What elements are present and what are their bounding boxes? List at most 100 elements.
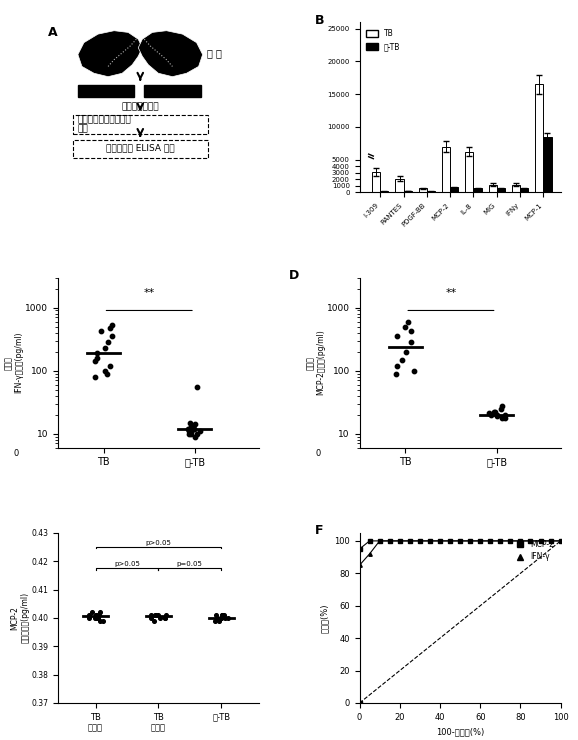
Text: F: F xyxy=(315,524,324,537)
Text: p>0.05: p>0.05 xyxy=(146,539,171,545)
IFN-γ xyxy=(507,536,514,545)
Point xyxy=(484,408,494,420)
Point xyxy=(187,425,196,437)
Point xyxy=(185,417,194,428)
MCP-2 xyxy=(386,536,393,545)
Text: 胸 水: 胸 水 xyxy=(207,48,221,58)
Point xyxy=(91,609,100,621)
Point xyxy=(402,346,411,357)
Point xyxy=(391,368,401,380)
Bar xyxy=(442,147,450,192)
IFN-γ xyxy=(386,536,393,545)
IFN-γ xyxy=(366,549,373,558)
Bar xyxy=(450,187,458,192)
Line: MCP-2: MCP-2 xyxy=(358,539,562,704)
Point xyxy=(492,408,501,420)
Point xyxy=(95,606,105,618)
Point xyxy=(99,615,108,627)
IFN-γ xyxy=(477,536,484,545)
Text: A: A xyxy=(48,26,57,38)
FancyBboxPatch shape xyxy=(73,141,208,158)
Text: 鉴定: 鉴定 xyxy=(78,124,88,133)
Point xyxy=(497,403,506,414)
Point xyxy=(90,371,99,383)
Point xyxy=(214,615,224,627)
Point xyxy=(149,615,158,627)
Point xyxy=(490,406,499,418)
Point xyxy=(87,606,97,618)
Point xyxy=(490,406,499,418)
Legend: MCP-2, IFN-γ: MCP-2, IFN-γ xyxy=(513,536,557,565)
IFN-γ xyxy=(487,536,494,545)
Text: 新型生物标记物筛选和: 新型生物标记物筛选和 xyxy=(78,115,132,124)
IFN-γ xyxy=(356,699,363,707)
Point xyxy=(410,365,419,377)
IFN-γ xyxy=(356,561,363,570)
Point xyxy=(184,425,194,437)
MCP-2 xyxy=(416,536,423,545)
Point xyxy=(90,612,99,624)
Point xyxy=(96,615,105,627)
Point xyxy=(397,354,406,366)
Point xyxy=(500,411,509,423)
Text: 0: 0 xyxy=(315,449,321,458)
IFN-γ xyxy=(517,536,524,545)
Point xyxy=(216,612,225,624)
Bar xyxy=(403,191,412,192)
Point xyxy=(187,420,196,432)
Point xyxy=(220,609,229,621)
Point xyxy=(147,612,156,624)
MCP-2 xyxy=(457,536,464,545)
Point xyxy=(84,612,93,624)
MCP-2 xyxy=(537,536,544,545)
IFN-γ xyxy=(427,536,434,545)
Point xyxy=(487,408,496,420)
Point xyxy=(191,431,200,443)
Point xyxy=(84,609,93,621)
Point xyxy=(94,612,103,624)
MCP-2 xyxy=(517,536,524,545)
Point xyxy=(406,325,416,337)
Point xyxy=(152,609,161,621)
Point xyxy=(190,423,199,434)
X-axis label: 100-特异性(%): 100-特异性(%) xyxy=(436,727,484,736)
Point xyxy=(91,609,100,621)
Point xyxy=(492,410,502,422)
MCP-2 xyxy=(497,536,504,545)
Point xyxy=(191,419,200,431)
Point xyxy=(217,609,227,621)
Point xyxy=(95,609,104,621)
Point xyxy=(223,612,232,624)
Point xyxy=(150,609,160,621)
Point xyxy=(103,368,112,380)
Point xyxy=(192,381,201,393)
Point xyxy=(92,347,102,359)
Point xyxy=(91,612,101,624)
MCP-2 xyxy=(477,536,484,545)
Point xyxy=(392,360,402,371)
Point xyxy=(185,428,194,440)
MCP-2 xyxy=(356,545,363,554)
Point xyxy=(189,423,198,434)
Point xyxy=(216,612,225,624)
Bar xyxy=(372,172,380,192)
Point xyxy=(153,609,162,621)
Line: IFN-γ: IFN-γ xyxy=(358,539,562,704)
Y-axis label: 胸水中
MCP-2的浓度(pg/ml): 胸水中 MCP-2的浓度(pg/ml) xyxy=(306,330,325,395)
Text: **: ** xyxy=(445,288,457,297)
MCP-2 xyxy=(366,536,373,545)
IFN-γ xyxy=(406,536,413,545)
Point xyxy=(101,342,110,354)
Polygon shape xyxy=(138,30,203,77)
IFN-γ xyxy=(457,536,464,545)
Point xyxy=(501,408,510,420)
Point xyxy=(107,331,116,343)
Point xyxy=(101,365,110,377)
Point xyxy=(187,428,196,440)
Point xyxy=(392,331,401,343)
IFN-γ xyxy=(537,536,544,545)
Bar xyxy=(512,184,520,192)
Point xyxy=(401,320,410,332)
Bar xyxy=(418,189,427,192)
MCP-2 xyxy=(466,536,473,545)
